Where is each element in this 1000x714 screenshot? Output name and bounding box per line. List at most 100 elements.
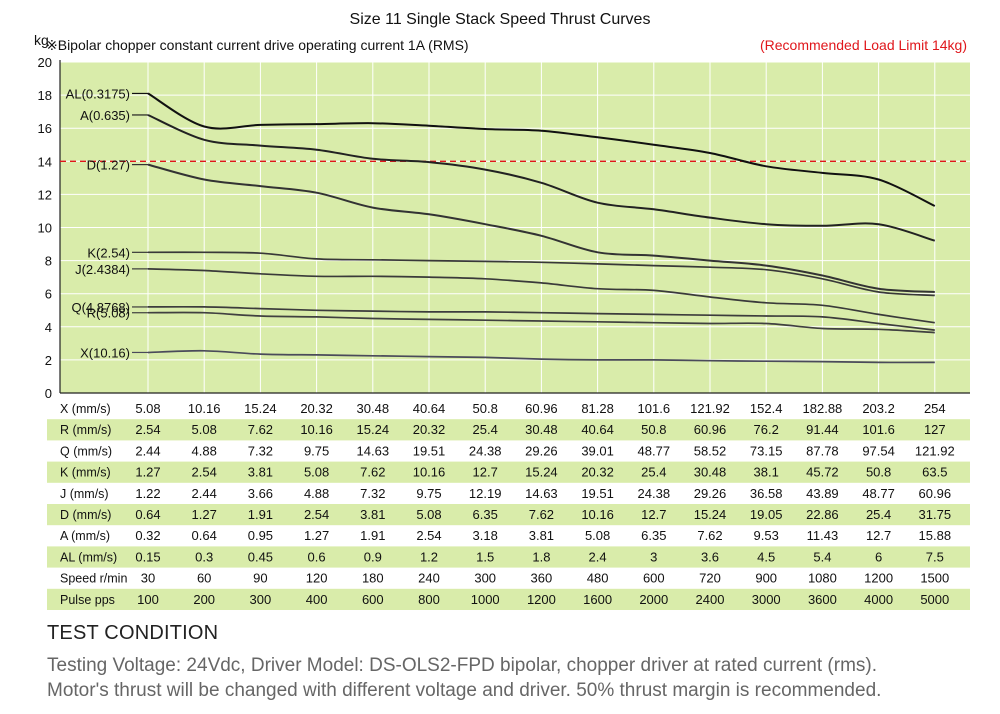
table-cell-7-11: 4.5: [757, 549, 775, 564]
table-row-label-8: Speed r/min: [60, 572, 127, 586]
table-cell-6-1: 0.64: [192, 528, 217, 543]
table-cell-9-3: 400: [306, 592, 328, 607]
table-cell-9-1: 200: [193, 592, 215, 607]
table-cell-2-7: 29.26: [525, 443, 558, 458]
test-condition-line-1: Testing Voltage: 24Vdc, Driver Model: DS…: [47, 655, 878, 676]
table-cell-7-4: 0.9: [364, 549, 382, 564]
table-cell-0-10: 121.92: [690, 401, 730, 416]
table-cell-7-5: 1.2: [420, 549, 438, 564]
table-cell-9-6: 1000: [471, 592, 500, 607]
table-cell-3-10: 30.48: [694, 465, 727, 480]
table-cell-5-13: 25.4: [866, 507, 891, 522]
table-cell-0-0: 5.08: [135, 401, 160, 416]
table-cell-8-10: 720: [699, 571, 721, 586]
table-cell-1-7: 30.48: [525, 422, 558, 437]
table-cell-6-2: 0.95: [248, 528, 273, 543]
table-cell-6-3: 1.27: [304, 528, 329, 543]
table-cell-5-1: 1.27: [192, 507, 217, 522]
series-label-6: R(5.08): [87, 306, 130, 321]
table-cell-4-1: 2.44: [192, 486, 217, 501]
table-cell-9-2: 300: [250, 592, 272, 607]
table-row-label-1: R (mm/s): [60, 423, 111, 437]
series-label-0: AL(0.3175): [66, 86, 130, 101]
table-cell-1-14: 127: [924, 422, 946, 437]
table-cell-7-8: 2.4: [589, 549, 607, 564]
table-cell-3-0: 1.27: [135, 465, 160, 480]
series-line-2: [147, 163, 935, 293]
table-cell-4-7: 14.63: [525, 486, 558, 501]
table-row-band-5: [47, 504, 970, 526]
series-line-5: [147, 305, 935, 331]
table-cell-8-6: 300: [474, 571, 496, 586]
table-row-label-2: Q (mm/s): [60, 444, 112, 458]
table-cell-9-4: 600: [362, 592, 384, 607]
table-cell-0-4: 30.48: [357, 401, 390, 416]
table-cell-0-9: 101.6: [638, 401, 671, 416]
table-cell-6-8: 5.08: [585, 528, 610, 543]
table-cell-7-0: 0.15: [135, 549, 160, 564]
table-cell-7-7: 1.8: [532, 549, 550, 564]
table-cell-7-3: 0.6: [308, 549, 326, 564]
table-cell-0-13: 203.2: [862, 401, 895, 416]
series-line-0: [147, 92, 936, 207]
table-cell-8-3: 120: [306, 571, 328, 586]
table-cell-9-9: 2000: [639, 592, 668, 607]
series-line-7: [147, 349, 935, 364]
table-cell-7-10: 3.6: [701, 549, 719, 564]
table-cell-5-6: 6.35: [473, 507, 498, 522]
table-cell-9-12: 3600: [808, 592, 837, 607]
table-cell-4-12: 43.89: [806, 486, 839, 501]
table-cell-5-3: 2.54: [304, 507, 329, 522]
table-cell-1-4: 15.24: [357, 422, 390, 437]
table-cell-5-14: 31.75: [919, 507, 952, 522]
table-cell-3-1: 2.54: [192, 465, 217, 480]
table-cell-4-6: 12.19: [469, 486, 502, 501]
table-cell-8-8: 480: [587, 571, 609, 586]
table-cell-6-6: 3.18: [473, 528, 498, 543]
table-cell-0-2: 15.24: [244, 401, 277, 416]
table-cell-4-5: 9.75: [416, 486, 441, 501]
table-cell-1-9: 50.8: [641, 422, 666, 437]
y-tick-label-4: 8: [45, 254, 52, 269]
table-cell-2-1: 4.88: [192, 443, 217, 458]
table-cell-4-2: 3.66: [248, 486, 273, 501]
table-cell-1-0: 2.54: [135, 422, 160, 437]
table-cell-6-14: 15.88: [919, 528, 952, 543]
table-row-band-1: [47, 419, 970, 441]
series-line-4: [147, 268, 935, 324]
y-tick-label-8: 16: [38, 121, 52, 136]
table-cell-9-10: 2400: [696, 592, 725, 607]
table-cell-9-0: 100: [137, 592, 159, 607]
y-tick-label-6: 12: [38, 187, 52, 202]
table-cell-0-14: 254: [924, 401, 946, 416]
table-cell-7-13: 6: [875, 549, 882, 564]
table-row-label-4: J (mm/s): [60, 487, 109, 501]
table-cell-6-0: 0.32: [135, 528, 160, 543]
table-cell-0-5: 40.64: [413, 401, 446, 416]
y-tick-label-3: 6: [45, 287, 52, 302]
table-cell-4-10: 29.26: [694, 486, 727, 501]
thrust-chart: Size 11 Single Stack Speed Thrust Curves…: [34, 11, 970, 610]
table-cell-1-2: 7.62: [248, 422, 273, 437]
table-cell-5-11: 19.05: [750, 507, 783, 522]
table-cell-0-6: 50.8: [473, 401, 498, 416]
table-cell-9-5: 800: [418, 592, 440, 607]
table-cell-6-10: 7.62: [697, 528, 722, 543]
table-cell-5-9: 12.7: [641, 507, 666, 522]
table-cell-0-12: 182.88: [803, 401, 843, 416]
table-cell-8-1: 60: [197, 571, 211, 586]
table-cell-1-3: 10.16: [300, 422, 333, 437]
series-label-5: Q(4.8768): [71, 300, 130, 315]
table-cell-1-11: 76.2: [754, 422, 779, 437]
table-cell-9-7: 1200: [527, 592, 556, 607]
table-cell-8-14: 1500: [920, 571, 949, 586]
table-cell-0-3: 20.32: [300, 401, 333, 416]
table-row-label-7: AL (mm/s): [60, 550, 117, 564]
table-row-band-7: [47, 546, 970, 568]
table-cell-8-13: 1200: [864, 571, 893, 586]
test-condition-line-2: Motor's thrust will be changed with diff…: [47, 680, 882, 701]
table-cell-3-2: 3.81: [248, 465, 273, 480]
table-cell-3-6: 12.7: [473, 465, 498, 480]
table-cell-2-13: 97.54: [862, 443, 895, 458]
series-line-6: [147, 311, 935, 334]
